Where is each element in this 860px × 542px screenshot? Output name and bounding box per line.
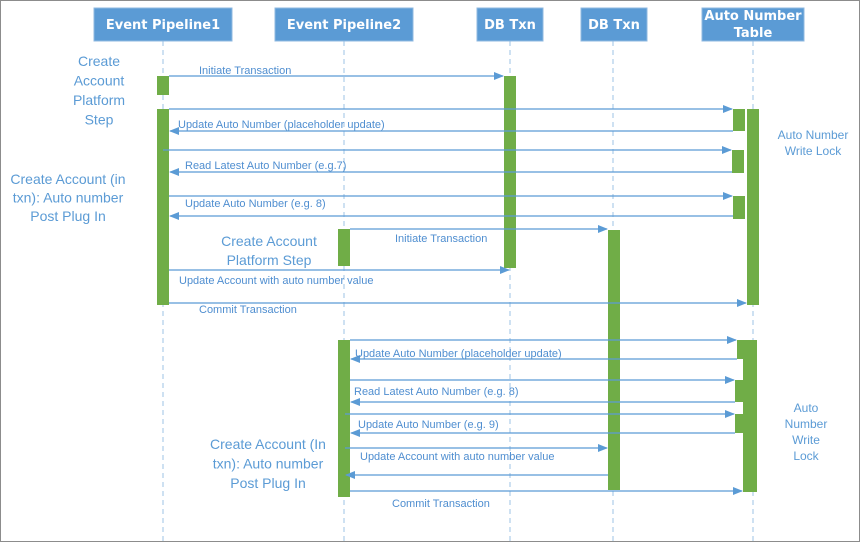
- note-text: Create Account (In: [210, 436, 326, 452]
- message-label: Commit Transaction: [392, 498, 490, 510]
- message-label: Initiate Transaction: [199, 65, 291, 77]
- participant-header-db1: [476, 7, 544, 42]
- note-text: Step: [85, 112, 114, 128]
- participant-header-ep1: [93, 7, 233, 42]
- note-text: Post Plug In: [230, 475, 306, 491]
- participant-title: Event Pipeline1: [106, 18, 220, 33]
- note-text: Platform: [73, 92, 125, 108]
- message-label: Update Auto Number (e.g. 9): [358, 419, 499, 431]
- note-text: Create Account: [221, 233, 317, 249]
- participant-title: DB Txn: [588, 18, 640, 33]
- note-text: Auto: [794, 401, 819, 415]
- note-text: Platform Step: [227, 252, 312, 268]
- activation-bar: [732, 150, 744, 173]
- note-text: txn): Auto number: [213, 456, 324, 472]
- participant-title: Table: [734, 26, 773, 41]
- participant-header-ep2: [274, 7, 414, 42]
- activation-bar: [733, 196, 745, 219]
- activation-bar: [743, 340, 757, 492]
- activation-bar: [747, 109, 759, 305]
- note-text: Write: [792, 433, 820, 447]
- note-text: Account: [74, 73, 125, 89]
- note-text: Create Account (in: [10, 171, 125, 187]
- message-label: Read Latest Auto Number (e.g.7): [185, 160, 346, 172]
- note-text: Number: [785, 417, 828, 431]
- activation-bar: [157, 76, 169, 95]
- participant-title: DB Txn: [484, 18, 536, 33]
- note-text: Lock: [793, 449, 819, 463]
- note-text: Write Lock: [785, 144, 842, 158]
- message-label: Initiate Transaction: [395, 233, 487, 245]
- message-label: Update Auto Number (placeholder update): [178, 119, 385, 131]
- activation-bar: [608, 230, 620, 490]
- message-label: Update Account with auto number value: [179, 275, 373, 287]
- message-label: Commit Transaction: [199, 304, 297, 316]
- participant-header-ant: [701, 7, 805, 42]
- note-text: txn): Auto number: [13, 190, 124, 206]
- activation-bar: [338, 340, 350, 497]
- participant-title: Event Pipeline2: [287, 18, 401, 33]
- message-label: Read Latest Auto Number (e.g. 8): [354, 386, 518, 398]
- note-text: Create: [78, 53, 120, 69]
- message-label: Update Account with auto number value: [360, 451, 554, 463]
- activation-bar: [338, 229, 350, 266]
- activation-bar: [157, 109, 169, 305]
- message-label: Update Auto Number (placeholder update): [355, 348, 562, 360]
- message-label: Update Auto Number (e.g. 8): [185, 198, 326, 210]
- participant-header-db2: [580, 7, 648, 42]
- activation-bar: [733, 109, 745, 131]
- note-text: Auto Number: [778, 128, 849, 142]
- participant-title: Auto Number: [704, 9, 802, 24]
- note-text: Post Plug In: [30, 208, 106, 224]
